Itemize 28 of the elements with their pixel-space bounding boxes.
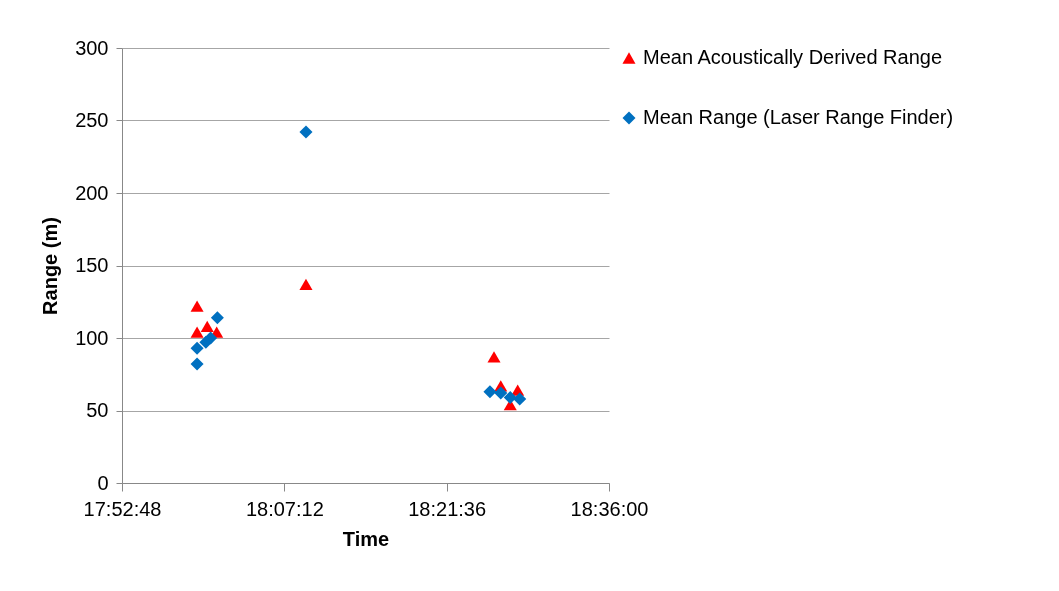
legend-label: Mean Range (Laser Range Finder)	[643, 106, 954, 128]
point	[494, 386, 508, 400]
y-tick-label: 150	[75, 254, 109, 276]
point	[204, 331, 218, 345]
point	[513, 392, 527, 406]
y-tick-label: 250	[75, 109, 109, 131]
point	[190, 326, 204, 338]
point	[200, 320, 214, 333]
y-tick-label: 100	[75, 326, 109, 349]
legend-label: Mean Acoustically Derived Range	[643, 46, 943, 68]
x-tick-label: 18:07:12	[245, 497, 324, 520]
x-tick-label: 18:36:00	[570, 497, 649, 520]
y-axis-title: Range (m)	[39, 217, 62, 315]
x-tick-label: 18:21:36	[408, 497, 487, 520]
y-tick-label: 200	[75, 181, 109, 204]
y-tick-label: 0	[97, 471, 109, 494]
point	[190, 300, 204, 312]
point	[190, 357, 204, 371]
point	[299, 278, 313, 290]
point	[210, 311, 224, 325]
point	[299, 125, 313, 139]
y-tick-label: 50	[86, 399, 109, 421]
point	[483, 385, 497, 399]
point	[503, 390, 517, 404]
x-tick-label: 17:52:48	[83, 497, 162, 520]
point	[190, 341, 204, 355]
y-tick-label: 300	[75, 36, 109, 59]
x-axis-title: Time	[342, 527, 390, 550]
